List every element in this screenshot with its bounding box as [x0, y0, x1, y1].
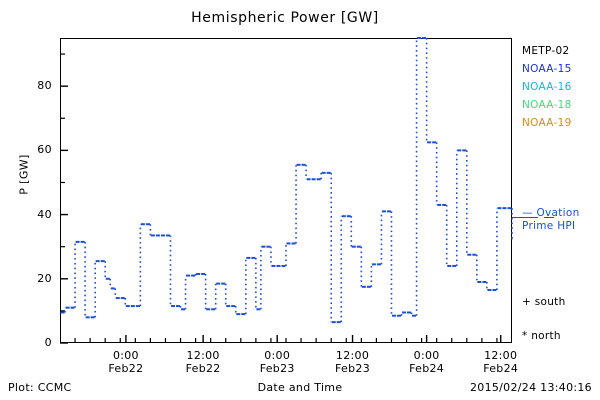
y-tick-label: 80 [37, 79, 52, 93]
legend-item-noaa-15[interactable]: NOAA-15 [522, 60, 600, 78]
legend-item-noaa-16[interactable]: NOAA-16 [522, 78, 600, 96]
x-tick-label: 0:00 Feb22 [108, 349, 144, 375]
ovation-label-line1: — Ovation [522, 207, 580, 219]
legend-item-metp-02[interactable]: METP-02 [522, 42, 600, 60]
ovation-label-line2: Prime HPI [522, 219, 576, 232]
ovation-legend-dash-2 [544, 217, 554, 218]
x-tick-label: 0:00 Feb24 [409, 349, 445, 375]
ovation-legend-dash-1 [512, 217, 538, 218]
legend-item-label: NOAA-18 [522, 99, 572, 111]
x-axis-label: Date and Time [257, 381, 343, 394]
x-tick-label: 0:00 Feb23 [259, 349, 295, 375]
page-title: Hemispheric Power [GW] [191, 10, 379, 26]
footer-timestamp: 2015/02/24 13:40:16 [469, 381, 592, 394]
x-tick-label: 12:00 Feb24 [483, 349, 519, 375]
legend: METP-02 NOAA-15 NOAA-16 NOAA-18 NOAA-19 [522, 42, 600, 132]
legend-item-label: NOAA-15 [522, 63, 572, 75]
legend-item-label: NOAA-19 [522, 117, 572, 129]
legend-item-noaa-19[interactable]: NOAA-19 [522, 114, 600, 132]
x-tick-label: 12:00 Feb23 [335, 349, 371, 375]
legend-item-noaa-18[interactable]: NOAA-18 [522, 96, 600, 114]
y-tick-label: 60 [37, 143, 52, 157]
footer-plot-source: Plot: CCMC [8, 381, 72, 394]
y-tick-label: 40 [37, 207, 52, 221]
ovation-prime-hpi-label: — Ovation Prime HPI [522, 207, 580, 232]
x-tick-label: 12:00 Feb22 [185, 349, 221, 375]
north-marker-label: * north [522, 330, 561, 342]
y-tick-label: 20 [37, 271, 52, 285]
plot-area [60, 38, 512, 343]
y-tick-label: 0 [44, 336, 52, 349]
legend-item-label: METP-02 [522, 45, 570, 57]
south-marker-label: + south [522, 296, 566, 308]
legend-item-label: NOAA-16 [522, 81, 572, 93]
